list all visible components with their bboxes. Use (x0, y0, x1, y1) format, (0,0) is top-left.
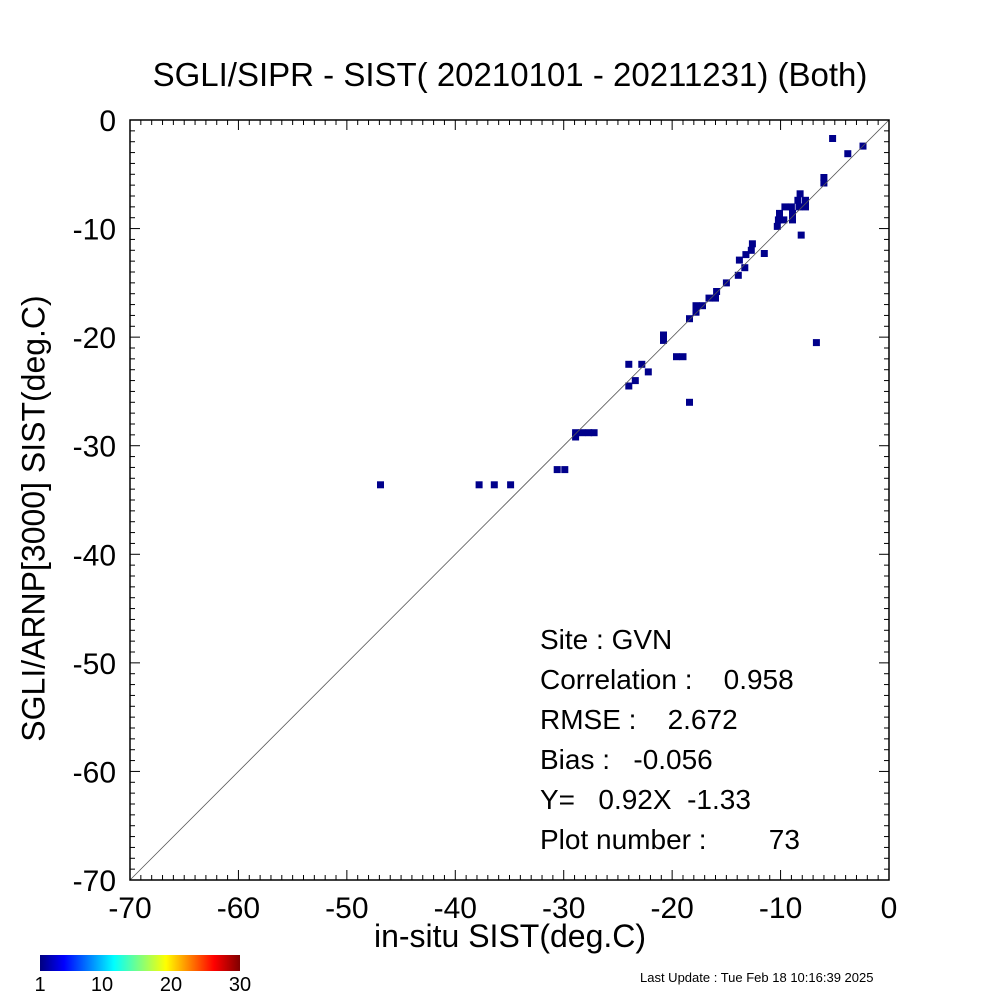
data-point (572, 433, 580, 441)
data-point (776, 209, 783, 217)
data-point (741, 264, 749, 272)
colorbar-label: 30 (228, 974, 252, 996)
data-point (735, 256, 743, 264)
x-tick-label: -70 (108, 892, 151, 925)
data-point (820, 174, 828, 181)
data-point (773, 222, 781, 230)
data-point (802, 196, 809, 204)
tick-labels: -70 -60 -50 -40 -30 -20 -10 0 0 -10 -20 -30 -40 -50 -6… (73, 105, 898, 925)
data-point (553, 466, 561, 474)
axis-ticks (129, 119, 890, 881)
data-point (829, 135, 837, 142)
data-point (644, 368, 652, 376)
x-tick-label: -60 (217, 892, 260, 925)
data-point (797, 231, 805, 239)
data-point (686, 315, 693, 323)
data-point (625, 360, 633, 368)
data-point (631, 377, 639, 385)
data-point (572, 429, 580, 437)
colorbar-label: 20 (159, 974, 183, 996)
x-tick-label: -40 (434, 892, 477, 925)
colorbar-label: 10 (90, 974, 114, 996)
data-point (774, 216, 782, 224)
correlation-label: Correlation : 0.958 (540, 664, 794, 695)
x-tick-label: -20 (650, 892, 693, 925)
data-point (787, 203, 795, 211)
site-label: Site : GVN (540, 624, 673, 655)
data-point (590, 429, 598, 437)
data-point (820, 179, 828, 187)
rmse-label: RMSE : 2.672 (540, 704, 738, 735)
data-point (692, 302, 700, 310)
data-point (699, 302, 706, 310)
plot-number-label: Plot number : 73 (540, 824, 800, 855)
data-point (673, 353, 680, 361)
data-point (490, 481, 498, 489)
y-tick-label: -10 (73, 214, 116, 247)
data-point (844, 150, 852, 158)
x-tick-label: 0 (881, 892, 898, 925)
bias-label: Bias : -0.056 (540, 744, 713, 775)
data-point (780, 216, 788, 224)
data-point (686, 398, 693, 406)
x-tick-label: -30 (542, 892, 585, 925)
colorbar-label: 1 (34, 974, 46, 996)
data-point (638, 360, 646, 368)
y-axis-label: SGLI/ARNP[3000] SIST(deg.C) (15, 295, 52, 742)
data-point (712, 294, 719, 302)
y-tick-label: -60 (73, 756, 116, 789)
one-to-one-line (129, 119, 890, 881)
data-point (713, 288, 721, 295)
regression-label: Y= 0.92X -1.33 (540, 784, 751, 815)
y-tick-label: -40 (73, 539, 116, 572)
colorbar (40, 955, 240, 971)
y-tick-label: 0 (99, 105, 116, 138)
statistics-box: Site : GVN Correlation : 0.958 RMSE : 2.… (540, 620, 800, 860)
data-point (742, 251, 750, 259)
data-point (795, 203, 803, 211)
data-point (789, 216, 796, 224)
data-point (796, 190, 804, 198)
x-tick-label: -50 (325, 892, 368, 925)
data-point (660, 336, 667, 344)
data-point (692, 308, 700, 316)
data-point (734, 271, 742, 279)
y-tick-label: -20 (73, 322, 116, 355)
data-point (578, 429, 586, 437)
x-axis-label: in-situ SIST(deg.C) (373, 918, 647, 954)
data-point (747, 246, 755, 254)
data-point (794, 196, 802, 204)
data-point (625, 382, 633, 390)
data-point (781, 203, 789, 211)
data-point (377, 481, 384, 489)
data-point (760, 250, 768, 257)
data-point (748, 240, 756, 248)
y-tick-label: -30 (73, 431, 116, 464)
data-point (561, 466, 569, 474)
data-point (660, 331, 667, 339)
chart-title: SGLI/SIPR - SIST( 20210101 - 20211231) (… (152, 56, 868, 93)
data-point (705, 294, 713, 302)
last-update: Last Update : Tue Feb 18 10:16:39 2025 (640, 970, 874, 985)
colorbar-ticks: 1 10 20 30 (34, 972, 251, 1000)
data-point (585, 429, 593, 437)
data-point (802, 203, 809, 211)
data-point (789, 209, 796, 217)
x-tick-label: -10 (759, 892, 802, 925)
data-points (377, 135, 867, 489)
data-point (475, 481, 483, 489)
y-tick-label: -50 (73, 648, 116, 681)
data-point (507, 481, 515, 489)
data-point (812, 339, 820, 347)
y-tick-label: -70 (73, 865, 116, 898)
data-point (679, 353, 687, 361)
